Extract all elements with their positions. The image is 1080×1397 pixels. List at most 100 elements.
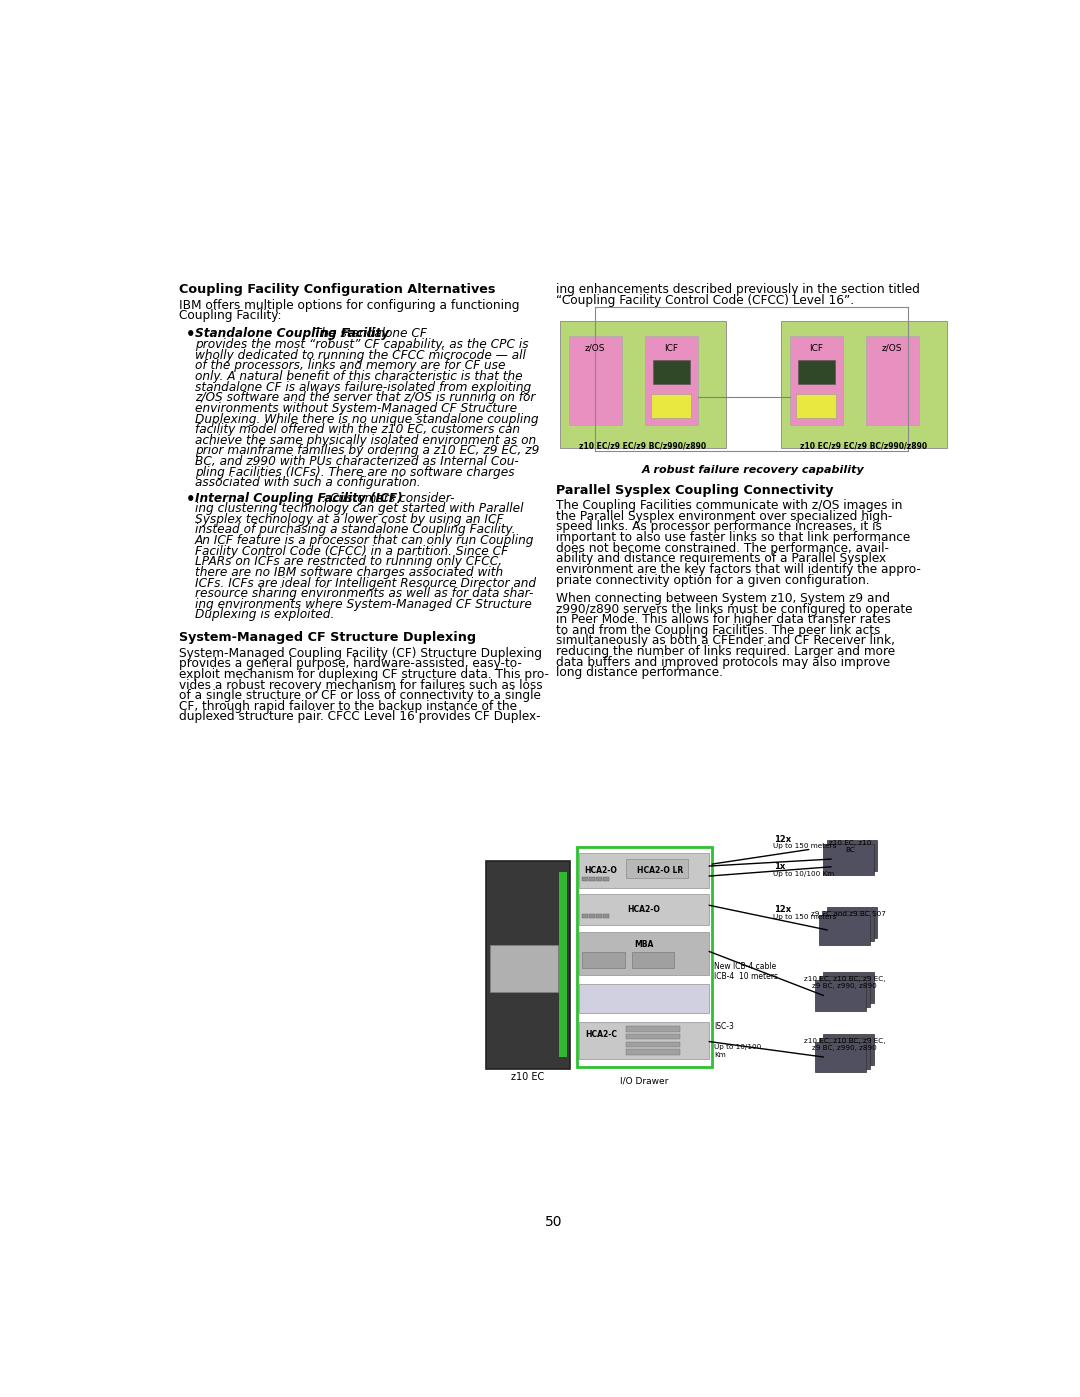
- Bar: [827, 840, 877, 870]
- Text: 12x: 12x: [774, 835, 792, 844]
- Bar: [625, 1034, 679, 1039]
- Bar: [652, 360, 690, 384]
- Text: wholly dedicated to running the CFCC microcode — all: wholly dedicated to running the CFCC mic…: [194, 349, 526, 362]
- Text: HCA2-O: HCA2-O: [627, 904, 661, 914]
- Bar: [596, 877, 602, 882]
- Text: CF, through rapid failover to the backup instance of the: CF, through rapid failover to the backup…: [179, 700, 517, 712]
- Text: ability and distance requirements of a Parallel Sysplex: ability and distance requirements of a P…: [556, 552, 886, 566]
- Text: Up to 10/100 Km: Up to 10/100 Km: [773, 870, 834, 877]
- Text: ICFs. ICFs are ideal for Intelligent Resource Director and: ICFs. ICFs are ideal for Intelligent Res…: [194, 577, 536, 590]
- Bar: [781, 320, 947, 447]
- Text: Up to 150 meters: Up to 150 meters: [773, 842, 836, 849]
- Text: 12x: 12x: [774, 905, 792, 914]
- Bar: [569, 335, 622, 425]
- Text: pling Facilities (ICFs). There are no software charges: pling Facilities (ICFs). There are no so…: [194, 465, 514, 479]
- Bar: [579, 1023, 710, 1059]
- Text: MBA: MBA: [634, 940, 653, 949]
- Text: Duplexing. While there is no unique standalone coupling: Duplexing. While there is no unique stan…: [194, 412, 538, 426]
- Text: HCA2-C: HCA2-C: [584, 1030, 617, 1039]
- Text: simultaneously as both a CFEnder and CF Receiver link,: simultaneously as both a CFEnder and CF …: [556, 634, 894, 647]
- Text: there are no IBM software charges associated with: there are no IBM software charges associ…: [194, 566, 503, 578]
- Bar: [815, 979, 866, 1011]
- Text: exploit mechanism for duplexing CF structure data. This pro-: exploit mechanism for duplexing CF struc…: [179, 668, 549, 680]
- Text: resource sharing environments as well as for data shar-: resource sharing environments as well as…: [194, 587, 534, 601]
- Bar: [590, 914, 595, 918]
- Text: associated with such a configuration.: associated with such a configuration.: [194, 476, 420, 489]
- Bar: [603, 877, 608, 882]
- Bar: [579, 932, 710, 975]
- Text: speed links. As processor performance increases, it is: speed links. As processor performance in…: [556, 521, 881, 534]
- Bar: [820, 915, 869, 946]
- Bar: [820, 1038, 869, 1069]
- Text: facility model offered with the z10 EC, customers can: facility model offered with the z10 EC, …: [194, 423, 519, 436]
- Bar: [582, 914, 588, 918]
- Text: z10 EC, z10 BC, z9 EC,: z10 EC, z10 BC, z9 EC,: [804, 1038, 886, 1044]
- Text: Up to 10/100: Up to 10/100: [714, 1044, 761, 1051]
- Text: priate connectivity option for a given configuration.: priate connectivity option for a given c…: [556, 574, 869, 587]
- Text: of a single structure or CF or loss of connectivity to a single: of a single structure or CF or loss of c…: [179, 689, 541, 703]
- Bar: [590, 877, 595, 882]
- Text: only. A natural benefit of this characteristic is that the: only. A natural benefit of this characte…: [194, 370, 523, 383]
- Text: IBM offers multiple options for configuring a functioning: IBM offers multiple options for configur…: [179, 299, 519, 312]
- Text: ing clustering technology can get started with Parallel: ing clustering technology can get starte…: [194, 502, 523, 515]
- Bar: [823, 844, 874, 875]
- Bar: [579, 854, 710, 887]
- Text: Standalone Coupling Facility: Standalone Coupling Facility: [194, 327, 389, 341]
- Text: HCA2-O: HCA2-O: [584, 866, 617, 875]
- Bar: [625, 859, 688, 879]
- Text: z10 EC, z10 BC, z9 EC,: z10 EC, z10 BC, z9 EC,: [804, 977, 886, 982]
- Text: ICF: ICF: [809, 344, 823, 352]
- Bar: [486, 861, 570, 1069]
- Text: 50: 50: [544, 1215, 563, 1229]
- Text: instead of purchasing a standalone Coupling Facility.: instead of purchasing a standalone Coupl…: [194, 524, 515, 536]
- Text: Parallel Sysplex Coupling Connectivity: Parallel Sysplex Coupling Connectivity: [556, 483, 834, 497]
- Bar: [798, 360, 835, 384]
- Text: z/OS software and the server that z/OS is running on for: z/OS software and the server that z/OS i…: [194, 391, 535, 404]
- Text: BC: BC: [846, 847, 855, 852]
- Text: Duplexing is exploited.: Duplexing is exploited.: [194, 608, 334, 622]
- Text: The Coupling Facilities communicate with z/OS images in: The Coupling Facilities communicate with…: [556, 499, 902, 513]
- Text: z9 BC, z990, z890: z9 BC, z990, z890: [812, 1045, 877, 1051]
- Text: of the processors, links and memory are for CF use: of the processors, links and memory are …: [194, 359, 505, 373]
- Text: : The standalone CF: : The standalone CF: [307, 327, 428, 341]
- Bar: [490, 946, 558, 992]
- Bar: [632, 951, 674, 968]
- Bar: [815, 1042, 866, 1073]
- Text: z10 EC, z10: z10 EC, z10: [829, 840, 872, 845]
- Text: z10 EC: z10 EC: [511, 1073, 544, 1083]
- Text: Coupling Facility Configuration Alternatives: Coupling Facility Configuration Alternat…: [179, 284, 496, 296]
- Text: achieve the same physically isolated environment as on: achieve the same physically isolated env…: [194, 433, 536, 447]
- Text: An ICF feature is a processor that can only run Coupling: An ICF feature is a processor that can o…: [194, 534, 535, 548]
- Text: I/O Drawer: I/O Drawer: [620, 1076, 669, 1085]
- Bar: [625, 1042, 679, 1046]
- Text: : Customers consider-: : Customers consider-: [323, 492, 455, 504]
- Bar: [603, 914, 608, 918]
- Text: When connecting between System z10, System z9 and: When connecting between System z10, Syst…: [556, 592, 890, 605]
- Bar: [582, 951, 625, 968]
- Text: •: •: [186, 327, 194, 342]
- Bar: [866, 335, 918, 425]
- Text: the Parallel Sysplex environment over specialized high-: the Parallel Sysplex environment over sp…: [556, 510, 892, 522]
- Text: in Peer Mode. This allows for higher data transfer rates: in Peer Mode. This allows for higher dat…: [556, 613, 891, 626]
- Bar: [579, 983, 710, 1013]
- Text: z/OS: z/OS: [585, 344, 606, 352]
- Text: provides a general purpose, hardware-assisted, easy-to-: provides a general purpose, hardware-ass…: [179, 658, 522, 671]
- Text: z990/z890 servers the links must be configured to operate: z990/z890 servers the links must be conf…: [556, 602, 913, 616]
- Bar: [820, 977, 869, 1007]
- Text: ISC-3: ISC-3: [714, 1023, 733, 1031]
- Text: environments without System-Managed CF Structure: environments without System-Managed CF S…: [194, 402, 517, 415]
- Text: z9 EC and z9 BC S07: z9 EC and z9 BC S07: [811, 911, 886, 916]
- Text: z10 EC/z9 EC/z9 BC/z990/z890: z10 EC/z9 EC/z9 BC/z990/z890: [800, 441, 928, 450]
- Text: prior mainframe families by ordering a z10 EC, z9 EC, z9: prior mainframe families by ordering a z…: [194, 444, 539, 457]
- Text: z10 EC/z9 EC/z9 BC/z990/z890: z10 EC/z9 EC/z9 BC/z990/z890: [580, 441, 706, 450]
- Bar: [579, 894, 710, 925]
- Text: Internal Coupling Facility (ICF): Internal Coupling Facility (ICF): [194, 492, 402, 504]
- Text: data buffers and improved protocols may also improve: data buffers and improved protocols may …: [556, 655, 890, 669]
- Bar: [823, 911, 874, 942]
- Text: “Coupling Facility Control Code (CFCC) Level 16”.: “Coupling Facility Control Code (CFCC) L…: [556, 293, 854, 307]
- Text: A robust failure recovery capability: A robust failure recovery capability: [643, 465, 865, 475]
- Text: HCA2-O LR: HCA2-O LR: [637, 866, 684, 875]
- Bar: [582, 877, 588, 882]
- Text: ing enhancements described previously in the section titled: ing enhancements described previously in…: [556, 284, 920, 296]
- Text: long distance performance.: long distance performance.: [556, 666, 723, 679]
